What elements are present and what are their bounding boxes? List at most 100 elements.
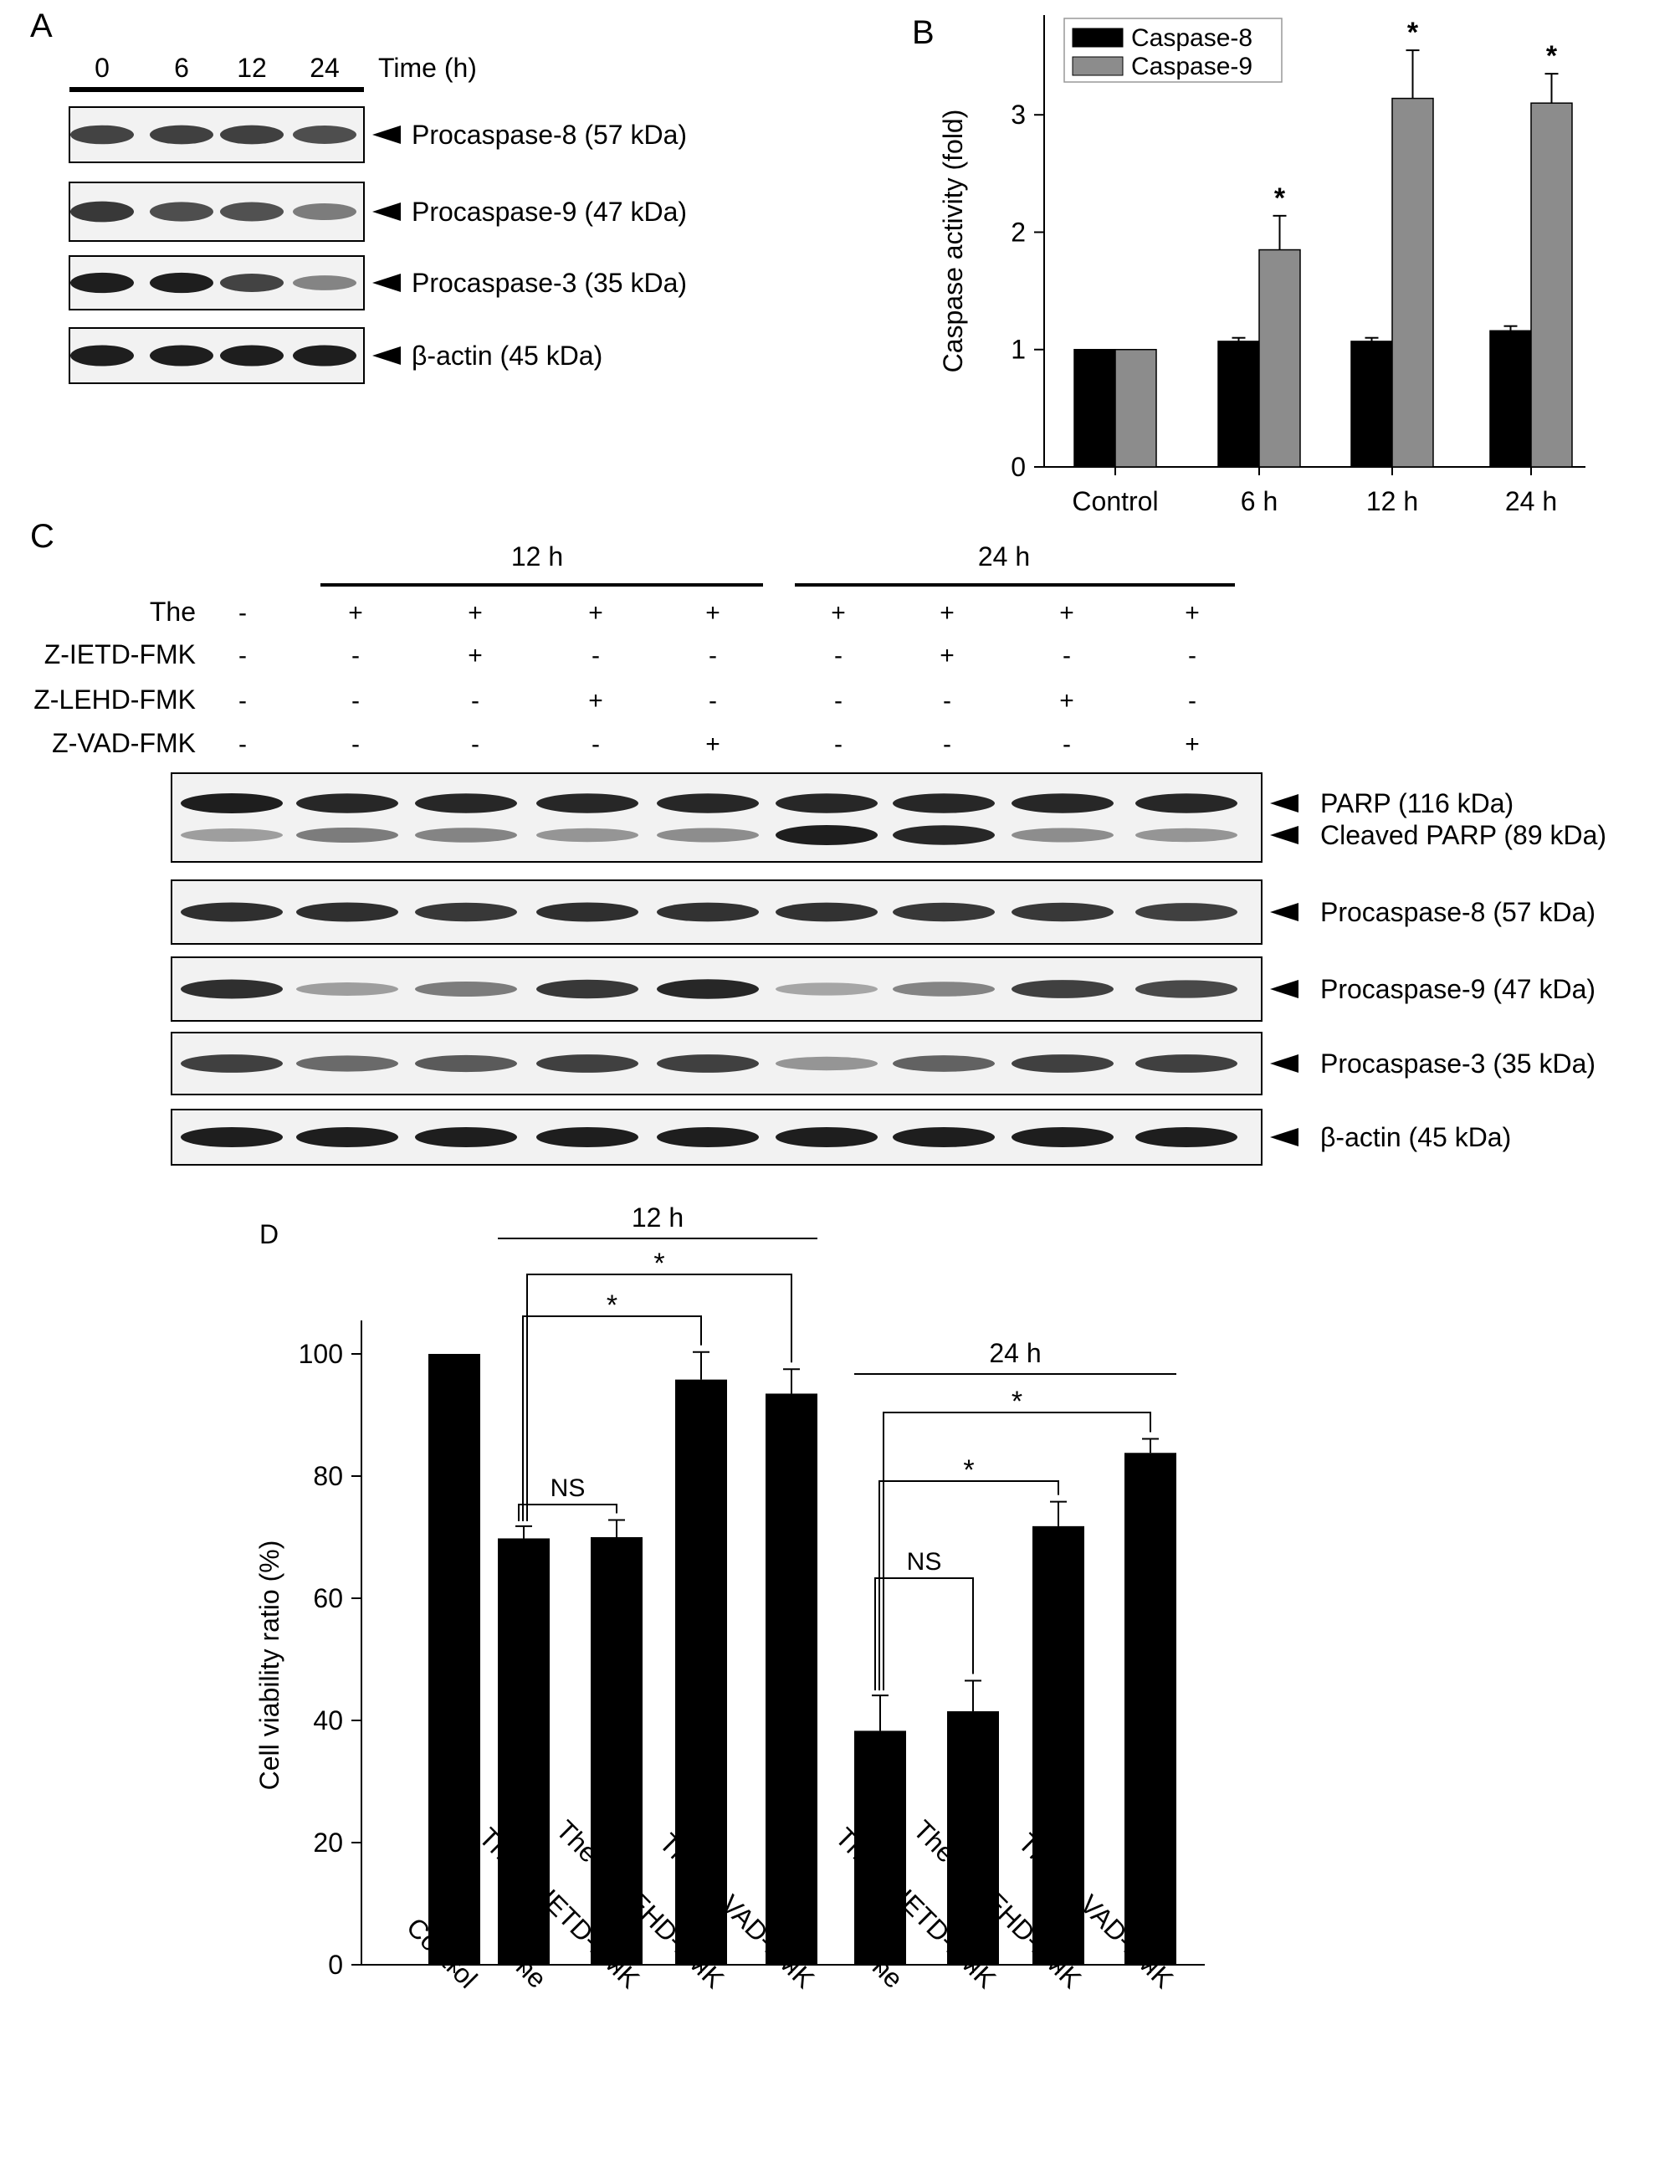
blot-band [415, 1127, 517, 1147]
blot-band [536, 1054, 638, 1073]
treatment-plus-sign: + [705, 731, 720, 758]
treatment-minus-sign: - [834, 687, 843, 715]
blot-band [536, 828, 638, 843]
treatment-plus-sign: + [940, 642, 955, 669]
blot-band [536, 979, 638, 999]
blot-band [1012, 1054, 1114, 1073]
blot-band [293, 126, 356, 144]
blot-band [1135, 903, 1237, 921]
treatment-minus-sign: - [351, 731, 360, 758]
blot-band [1135, 828, 1237, 843]
significance-marker: * [1546, 40, 1558, 72]
blot-band [181, 1054, 283, 1073]
blot-band [70, 201, 134, 223]
bar-caspase-8 [1350, 341, 1393, 468]
blot-band [1135, 980, 1237, 998]
blot-band [893, 1055, 995, 1072]
treatment-plus-sign: + [940, 599, 955, 627]
band-arrow-icon [1270, 794, 1298, 813]
treatment-minus-sign: - [471, 687, 479, 715]
band-arrow-icon [1270, 1054, 1298, 1073]
y-axis-label: Cell viability ratio (%) [254, 1541, 284, 1791]
group-label: 24 h [989, 1338, 1041, 1368]
blot-band [181, 902, 283, 922]
treatment-minus-sign: - [1063, 642, 1071, 669]
blot-band [893, 825, 995, 845]
blot-band [776, 1127, 878, 1147]
treatment-plus-sign: + [588, 599, 603, 627]
y-tick-label: 2 [1011, 217, 1026, 247]
treatment-plus-sign: + [1185, 731, 1200, 758]
blot-label: Procaspase-9 (47 kDa) [412, 197, 687, 227]
band-arrow-icon [1270, 826, 1298, 844]
viability-bar [428, 1354, 480, 1965]
blot-band [181, 979, 283, 999]
treatment-plus-sign: + [1059, 599, 1074, 627]
timeline-bar [69, 87, 364, 92]
blot-label: Procaspase-9 (47 kDa) [1320, 974, 1595, 1004]
viability-bar [498, 1538, 550, 1965]
band-arrow-icon [372, 346, 401, 365]
blot-band [657, 828, 759, 843]
panel-a-western-blot: 0 6 12 24 Time (h) Procaspase-8 (57 kDa) Proca… [69, 53, 687, 384]
blot-band [296, 1127, 398, 1147]
comparison-bracket [518, 1504, 617, 1521]
blot-band [181, 828, 283, 842]
band-arrow-icon [1270, 903, 1298, 921]
bar-caspase-8 [1217, 341, 1260, 468]
blot-band [415, 828, 517, 843]
blot-band [220, 202, 284, 222]
blot-label: β-actin (45 kDa) [412, 341, 602, 371]
x-tick-label: Control [1072, 486, 1158, 516]
blot-label: PARP (116 kDa) [1320, 788, 1514, 818]
blot-band [293, 203, 356, 221]
treatment-minus-sign: - [1188, 687, 1196, 715]
time-axis-label: Time (h) [378, 53, 477, 83]
blot-band [893, 1127, 995, 1147]
blot-band [415, 1054, 517, 1073]
y-tick-label: 100 [299, 1339, 343, 1369]
band-arrow-icon [1270, 1128, 1298, 1146]
x-tick-label: 24 h [1505, 486, 1557, 516]
blot-band [657, 1127, 759, 1147]
bar-caspase-9 [1258, 249, 1301, 468]
blot-label: Procaspase-3 (35 kDa) [412, 268, 687, 298]
significance-marker: * [607, 1289, 617, 1321]
group-label-12h: 12 h [511, 541, 563, 572]
blot-band [1135, 793, 1237, 813]
blot-band [296, 982, 398, 996]
bar-caspase-8 [1489, 330, 1532, 468]
y-axis-label: Caspase activity (fold) [938, 110, 968, 373]
blot-band [1012, 828, 1114, 843]
bar-caspase-8 [1073, 348, 1116, 468]
blot-band [415, 902, 517, 922]
comparison-bracket [522, 1315, 702, 1521]
not-significant-label: NS [551, 1474, 586, 1502]
treatment-minus-sign: - [238, 599, 247, 627]
viability-bar [1124, 1453, 1176, 1965]
blot-band [296, 1055, 398, 1072]
significance-marker: * [1012, 1386, 1022, 1418]
blot-band [296, 793, 398, 813]
treatment-plus-sign: + [705, 599, 720, 627]
blot-band [1135, 1054, 1237, 1073]
not-significant-label: NS [907, 1548, 942, 1576]
viability-bar [766, 1393, 817, 1965]
blot-band [415, 793, 517, 813]
y-tick-label: 1 [1011, 335, 1026, 365]
treatment-plus-sign: + [348, 599, 363, 627]
comparison-bracket [883, 1412, 1151, 1691]
blot-band [293, 275, 356, 290]
legend-swatch [1072, 56, 1124, 76]
band-arrow-icon [1270, 980, 1298, 998]
blot-band [657, 902, 759, 922]
treatment-label: Z-VAD-FMK [52, 728, 196, 758]
treatment-minus-sign: - [592, 642, 600, 669]
blot-label: β-actin (45 kDa) [1320, 1122, 1511, 1152]
significance-marker: * [963, 1454, 974, 1486]
treatment-minus-sign: - [351, 642, 360, 669]
blot-band [293, 345, 356, 367]
blot-band [150, 272, 213, 294]
treatment-minus-sign: - [471, 731, 479, 758]
